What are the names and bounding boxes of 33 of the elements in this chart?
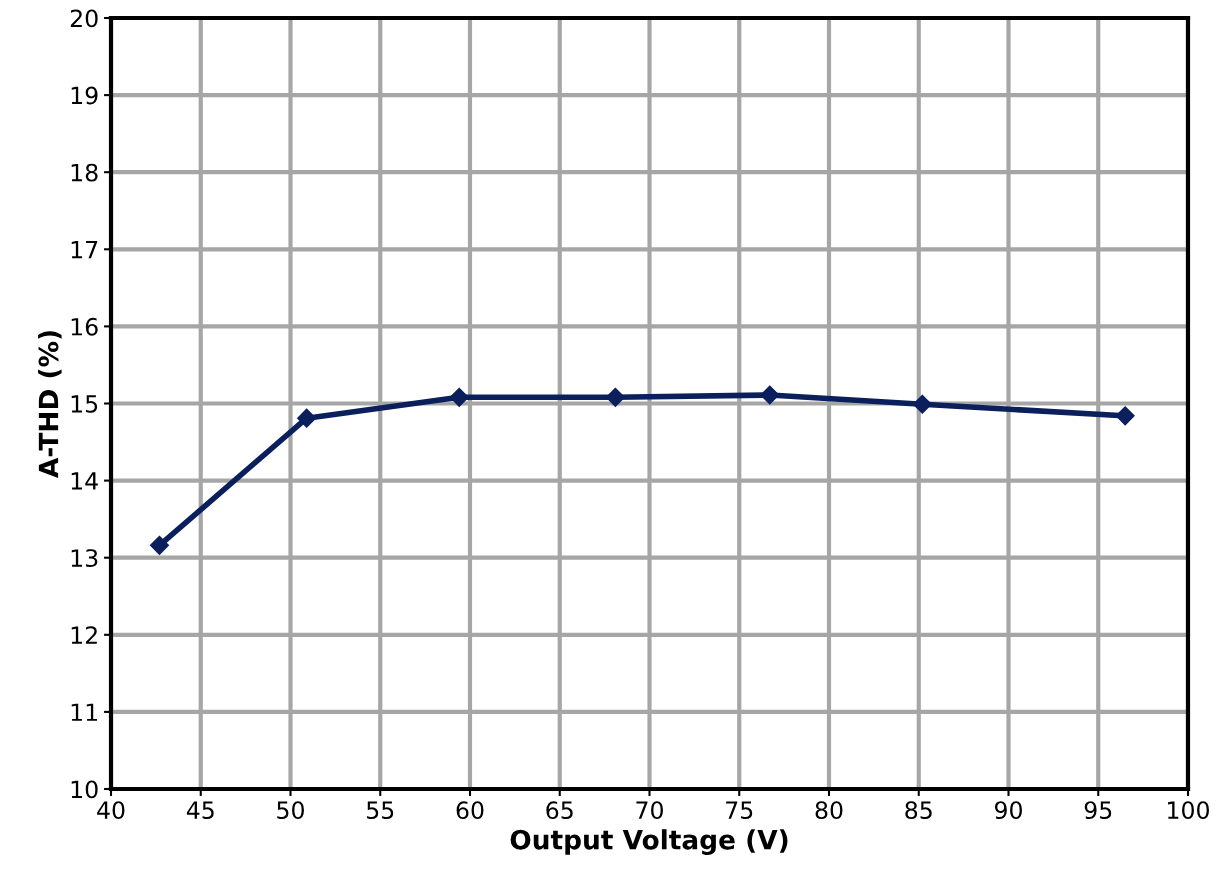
point (760, 385, 780, 405)
x-axis-title: Output Voltage (V) (510, 829, 788, 855)
x-tick-label: 60 (456, 801, 484, 820)
y-tick-label: 19 (71, 86, 98, 105)
x-tick-label: 45 (186, 801, 214, 820)
y-tick-label: 18 (71, 163, 98, 182)
y-tick-label: 20 (70, 9, 98, 28)
y-tick-label: 15 (71, 395, 98, 413)
y-tick-label: 11 (71, 703, 98, 721)
x-tick-label: 100 (1168, 801, 1209, 820)
x-tick-label: 80 (815, 801, 843, 820)
point (149, 535, 169, 555)
y-tick-label: 14 (71, 472, 98, 490)
point (449, 387, 469, 407)
y-tick-label: 17 (71, 241, 98, 259)
point (1115, 406, 1135, 426)
x-tick-label: 90 (994, 801, 1022, 820)
x-tick-label: 95 (1084, 801, 1112, 820)
x-tick-label: 55 (367, 801, 394, 820)
x-tick-label: 85 (905, 801, 932, 820)
point (297, 408, 317, 428)
y-axis-title: A-THD (%) (38, 331, 62, 478)
point (605, 387, 625, 407)
x-tick-label: 50 (277, 801, 304, 820)
y-tick-label: 12 (71, 626, 97, 644)
point (912, 394, 932, 414)
x-tick-label: 75 (726, 801, 753, 820)
x-tick-label: 70 (636, 801, 663, 820)
x-tick-label: 40 (97, 801, 125, 820)
y-tick-label: 13 (71, 549, 98, 568)
y-tick-label: 10 (71, 780, 98, 799)
x-tick-label: 65 (546, 801, 573, 820)
y-tick-label: 16 (71, 317, 98, 336)
